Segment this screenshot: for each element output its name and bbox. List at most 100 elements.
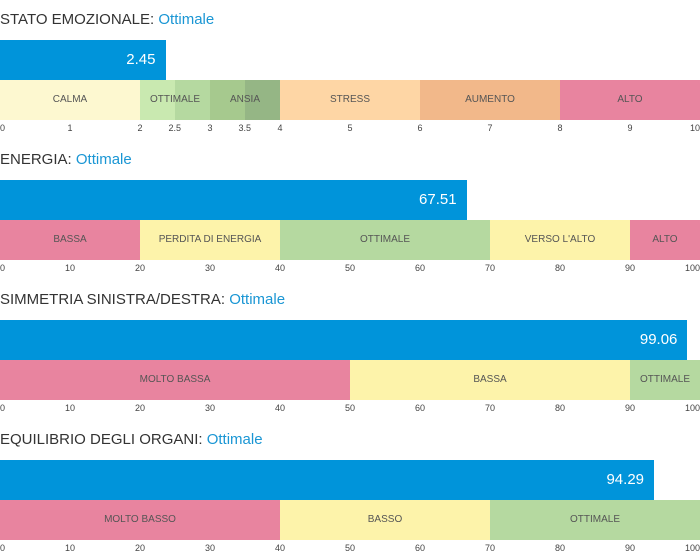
tick-label: 50 [345,543,356,553]
zone-track: CALMA OTTIMALE ANSIA STRESS AUMENTO ALTO [0,80,700,120]
value-label: 67.51 [419,191,457,208]
value-label: 2.45 [126,51,156,68]
zone-segment [245,80,280,120]
tick-label: 60 [415,403,426,413]
zone-segment [210,80,245,120]
zone-label: OTTIMALE [569,514,620,525]
value-label: 99.06 [639,331,678,348]
tick-axis: 0 10 20 30 40 50 60 70 80 90 100 [0,262,700,276]
tick-label: 100 [685,263,700,273]
chart-panel-stato-emozionale: STATO EMOZIONALE: Ottimale 2.45 CALMA OTT… [0,0,700,140]
tick-label: 10 [65,263,76,273]
tick-label: 40 [275,543,286,553]
tick-label: 10 [690,123,700,133]
tick-label: 10 [65,543,76,553]
zone-segment [350,360,630,400]
tick-label: 20 [135,403,146,413]
tick-label: 0 [0,403,6,413]
tick-label: 0 [0,123,6,133]
status-label: Ottimale [206,431,263,448]
tick-label: 50 [345,263,356,273]
tick-label: 2.5 [168,123,182,133]
zone-label: AUMENTO [465,94,515,105]
zone-label: OTTIMALE [149,94,200,105]
tick-label: 0 [0,543,6,553]
value-bar: 99.06 [0,320,688,360]
tick-label: 8 [557,123,563,133]
zone-segment [0,220,140,260]
zone-track: MOLTO BASSA BASSA OTTIMALE [0,360,700,400]
tick-label: 40 [275,403,286,413]
tick-axis: 0 1 2 2.5 3 3.5 4 5 6 7 8 9 10 [0,122,700,136]
tick-label: 20 [135,543,146,553]
tick-label: 90 [625,263,636,273]
status-label: Ottimale [158,11,215,28]
tick-label: 7 [487,123,493,133]
chart-panel-energia: ENERGIA: Ottimale 67.51 BASSA PERDITA DI … [0,140,700,280]
title-label: EQUILIBRIO DEGLI ORGANI: [0,431,203,448]
tick-label: 70 [485,543,496,553]
tick-label: 9 [627,123,633,133]
value-bar: 2.45 [0,40,166,80]
tick-axis: 0 10 20 30 40 50 60 70 80 90 100 [0,542,700,556]
zone-label: CALMA [52,94,88,105]
zone-segment [0,500,280,540]
status-label: Ottimale [229,291,286,308]
tick-label: 5 [347,123,353,133]
zone-label: MOLTO BASSA [139,374,211,385]
tick-label: 80 [555,543,566,553]
zone-label: PERDITA DI ENERGIA [158,234,262,245]
zone-segment [280,500,490,540]
tick-label: 2 [137,123,143,133]
tick-label: 100 [685,543,700,553]
chart-title: ENERGIA: Ottimale [0,150,132,170]
chart-title: SIMMETRIA SINISTRA/DESTRA: Ottimale [0,290,285,310]
zone-label: MOLTO BASSO [104,514,176,525]
tick-label: 6 [417,123,423,133]
tick-label: 60 [415,543,426,553]
tick-axis: 0 10 20 30 40 50 60 70 80 90 100 [0,402,700,416]
tick-label: 3 [207,123,213,133]
title-label: ENERGIA: [0,151,72,168]
zone-label: STRESS [329,94,370,105]
zone-segment [490,500,700,540]
tick-label: 0 [0,263,6,273]
tick-label: 1 [67,123,73,133]
zone-label: ALTO [617,94,643,105]
status-label: Ottimale [75,151,132,168]
tick-label: 10 [65,403,76,413]
zone-track: BASSA PERDITA DI ENERGIA OTTIMALE VERSO L'A… [0,220,700,260]
zone-segment [280,220,490,260]
value-bar: 94.29 [0,460,655,500]
value-bar: 67.51 [0,180,467,220]
zone-track: MOLTO BASSO BASSO OTTIMALE [0,500,700,540]
tick-label: 30 [205,403,216,413]
tick-label: 70 [485,263,496,273]
chart-title: STATO EMOZIONALE: Ottimale [0,10,214,30]
zone-label: BASSA [473,374,507,385]
zone-label: ALTO [652,234,678,245]
zone-segment [0,80,140,120]
chart-title: EQUILIBRIO DEGLI ORGANI: Ottimale [0,430,263,450]
zone-segment [490,220,630,260]
zone-label: ANSIA [229,94,260,105]
tick-label: 70 [485,403,496,413]
zone-label: OTTIMALE [359,234,410,245]
zone-segment [630,360,700,400]
tick-label: 30 [205,543,216,553]
zone-label: VERSO L'ALTO [524,234,596,245]
zone-segment [420,80,560,120]
tick-label: 3.5 [238,123,252,133]
tick-label: 100 [685,403,700,413]
tick-label: 30 [205,263,216,273]
chart-panel-simmetria: SIMMETRIA SINISTRA/DESTRA: Ottimale 99.0… [0,280,700,420]
zone-segment [280,80,420,120]
tick-label: 80 [555,263,566,273]
zone-label: BASSA [53,234,87,245]
zone-segment [0,360,350,400]
title-label: STATO EMOZIONALE: [0,11,155,28]
title-label: SIMMETRIA SINISTRA/DESTRA: [0,291,226,308]
tick-label: 90 [625,403,636,413]
zone-label: BASSO [367,514,403,525]
tick-label: 4 [277,123,283,133]
